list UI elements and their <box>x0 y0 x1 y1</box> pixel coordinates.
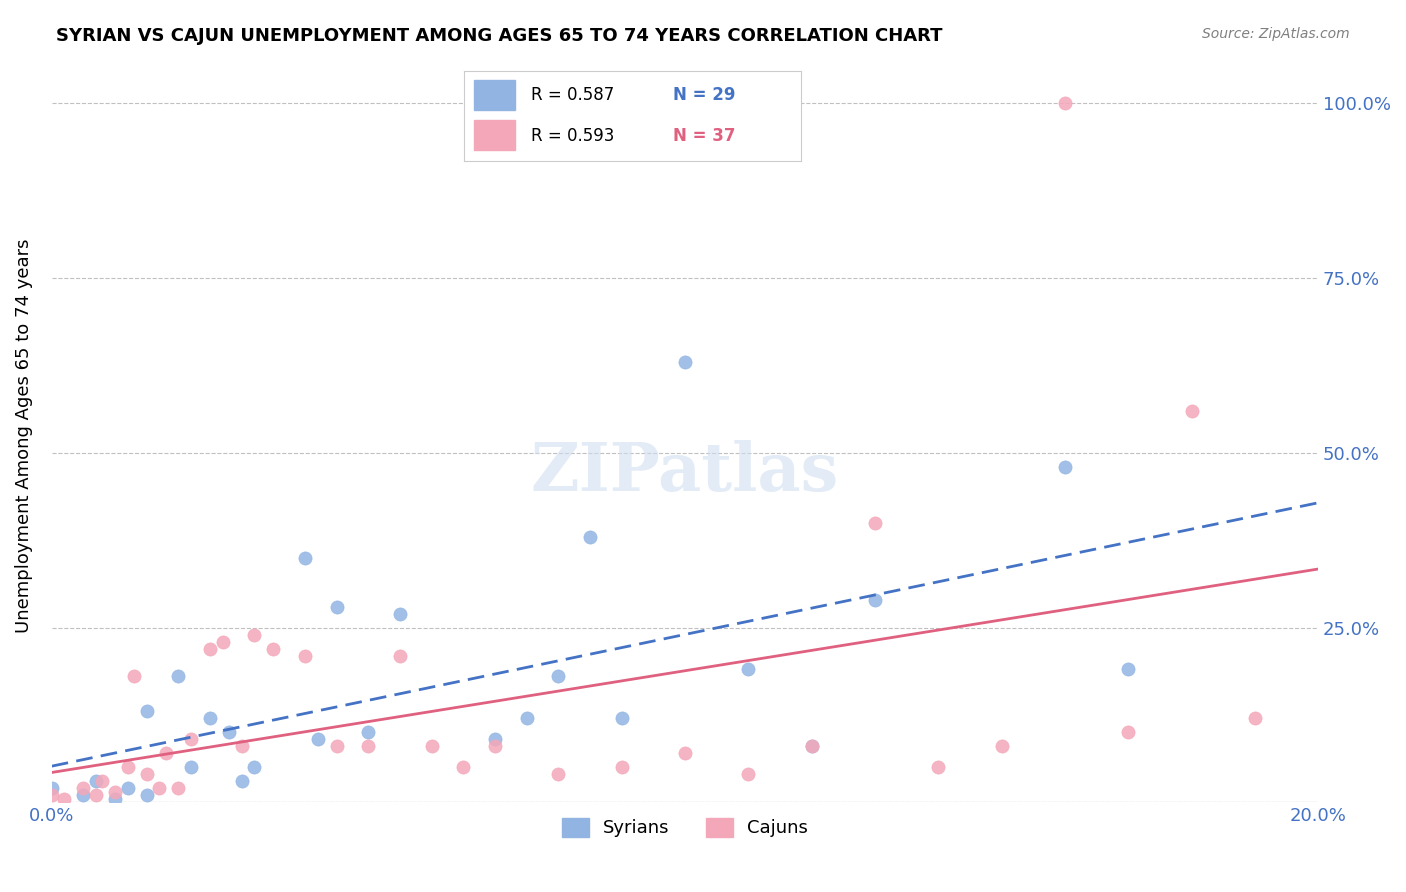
Point <box>1243 711 1265 725</box>
Point <box>167 781 190 796</box>
Point <box>262 641 284 656</box>
Point <box>135 705 157 719</box>
Point <box>547 669 569 683</box>
Point <box>357 739 380 754</box>
Text: ZIPatlas: ZIPatlas <box>531 440 839 505</box>
Point <box>673 747 696 761</box>
Point <box>1116 663 1139 677</box>
Point <box>1053 459 1076 474</box>
Point <box>180 732 202 747</box>
FancyBboxPatch shape <box>474 80 515 110</box>
Point <box>243 760 266 774</box>
Point <box>863 592 886 607</box>
Point <box>927 760 949 774</box>
Point <box>484 732 506 747</box>
Legend: Syrians, Cajuns: Syrians, Cajuns <box>554 811 815 845</box>
Point <box>231 739 253 754</box>
Point <box>388 648 411 663</box>
Point <box>41 789 63 803</box>
Point <box>218 725 240 739</box>
Point <box>673 355 696 369</box>
Text: R = 0.587: R = 0.587 <box>531 86 614 103</box>
Point <box>84 774 107 789</box>
Point <box>516 711 538 725</box>
Point <box>1180 404 1202 418</box>
Point <box>72 781 94 796</box>
Point <box>135 789 157 803</box>
Point <box>610 711 633 725</box>
Point <box>579 530 602 544</box>
Text: SYRIAN VS CAJUN UNEMPLOYMENT AMONG AGES 65 TO 74 YEARS CORRELATION CHART: SYRIAN VS CAJUN UNEMPLOYMENT AMONG AGES … <box>56 27 943 45</box>
Point <box>737 663 759 677</box>
Point <box>294 550 316 565</box>
Point <box>91 774 114 789</box>
Text: Source: ZipAtlas.com: Source: ZipAtlas.com <box>1202 27 1350 41</box>
Point <box>420 739 443 754</box>
Point <box>53 791 76 805</box>
Point <box>325 599 347 614</box>
Point <box>148 781 170 796</box>
Point <box>198 641 221 656</box>
Point <box>104 791 127 805</box>
Point <box>800 739 823 754</box>
FancyBboxPatch shape <box>474 120 515 150</box>
Point <box>122 669 145 683</box>
Point <box>610 760 633 774</box>
Point <box>863 516 886 530</box>
Point <box>104 785 127 799</box>
Point <box>453 760 475 774</box>
Point <box>117 760 139 774</box>
Point <box>547 767 569 781</box>
Point <box>155 747 177 761</box>
Point <box>484 739 506 754</box>
Point <box>198 711 221 725</box>
Point <box>84 789 107 803</box>
Point <box>117 781 139 796</box>
Point <box>294 648 316 663</box>
Text: R = 0.593: R = 0.593 <box>531 128 614 145</box>
Point <box>388 607 411 621</box>
Point <box>1053 96 1076 111</box>
Point <box>325 739 347 754</box>
Point <box>167 669 190 683</box>
Point <box>211 634 233 648</box>
Point <box>307 732 329 747</box>
Point <box>135 767 157 781</box>
Point <box>800 739 823 754</box>
Point <box>41 781 63 796</box>
Point <box>737 767 759 781</box>
Point <box>357 725 380 739</box>
Point <box>231 774 253 789</box>
Y-axis label: Unemployment Among Ages 65 to 74 years: Unemployment Among Ages 65 to 74 years <box>15 238 32 632</box>
Point <box>180 760 202 774</box>
Text: N = 37: N = 37 <box>673 128 735 145</box>
Point <box>72 789 94 803</box>
Point <box>990 739 1012 754</box>
Point <box>243 627 266 641</box>
Point <box>1116 725 1139 739</box>
Text: N = 29: N = 29 <box>673 86 735 103</box>
